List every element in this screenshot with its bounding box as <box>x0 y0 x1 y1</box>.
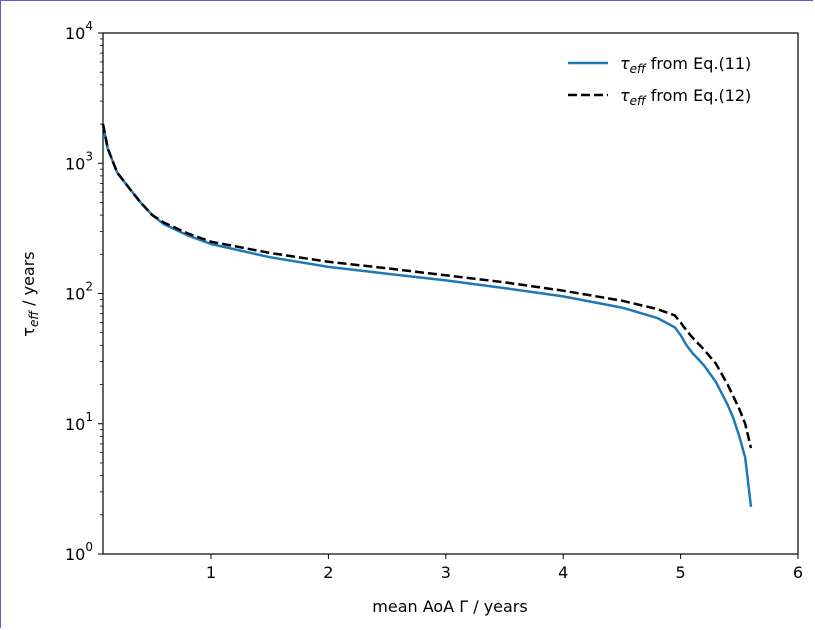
y-tick-label: 104 <box>65 19 93 43</box>
y-tick-label: 103 <box>65 149 93 173</box>
x-tick-label: 4 <box>558 563 568 582</box>
plot-lines <box>101 123 753 508</box>
legend-label-eq11: τeff from Eq.(11) <box>620 54 751 76</box>
x-axis-ticks: 1 2 3 4 5 6 <box>206 554 803 582</box>
x-tick-label: 3 <box>441 563 451 582</box>
legend-label-eq12: τeff from Eq.(12) <box>620 86 751 108</box>
y-tick-label: 102 <box>65 280 93 304</box>
legend: τeff from Eq.(11) τeff from Eq.(12) <box>568 54 751 108</box>
y-axis-ticks: 100 101 102 103 104 <box>65 19 103 564</box>
x-axis-label: mean AoA Γ / years <box>372 597 527 616</box>
x-tick-label: 2 <box>323 563 333 582</box>
y-tick-label: 101 <box>65 410 93 434</box>
x-tick-label: 6 <box>793 563 803 582</box>
x-tick-label: 1 <box>206 563 216 582</box>
plot-area-border <box>102 32 799 555</box>
series-line-eq11 <box>101 123 753 508</box>
y-axis-label: τeff / years <box>19 251 41 336</box>
x-tick-label: 5 <box>676 563 686 582</box>
y-tick-label: 100 <box>65 540 93 564</box>
series-line-eq12 <box>101 123 753 449</box>
